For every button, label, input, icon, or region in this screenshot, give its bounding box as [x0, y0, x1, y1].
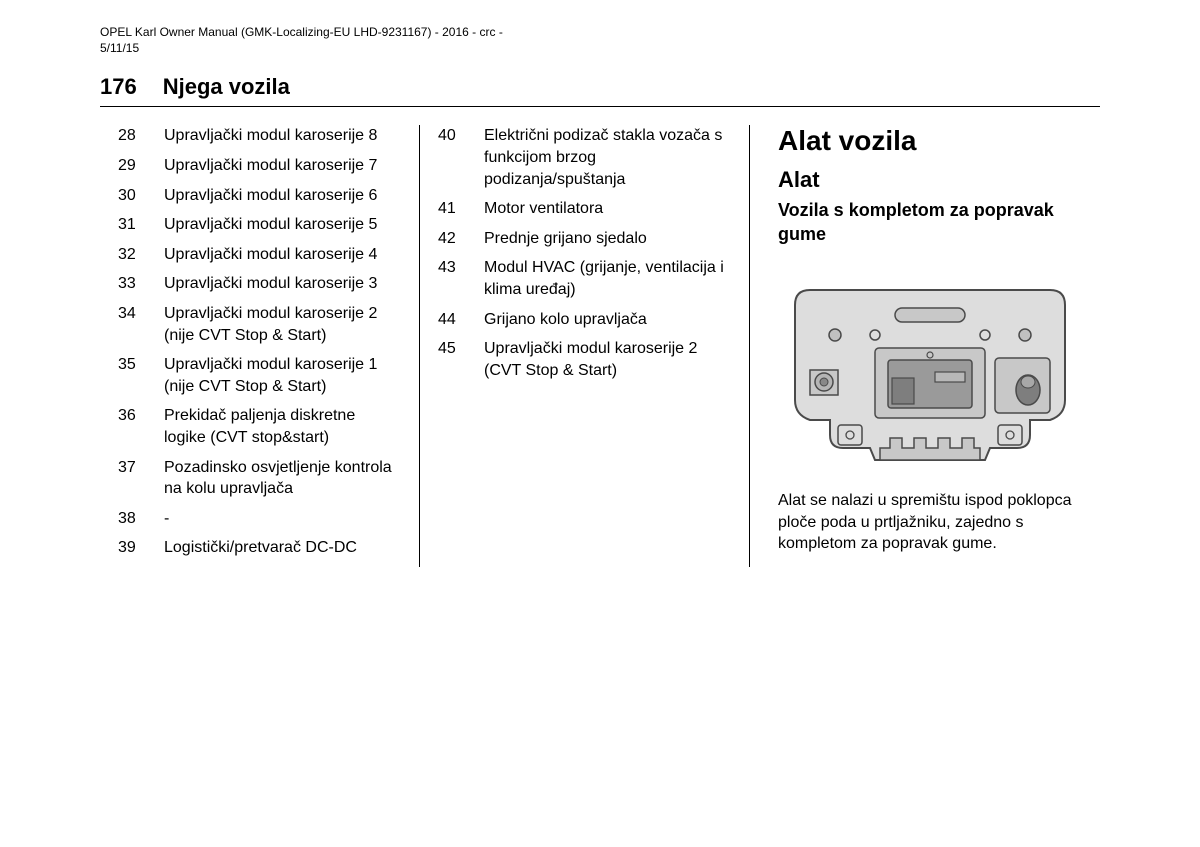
item-text: Grijano kolo upravljača: [484, 309, 731, 331]
tire-kit-illustration: [780, 260, 1080, 470]
document-meta: OPEL Karl Owner Manual (GMK-Localizing-E…: [100, 24, 1100, 56]
list-item: 37 Pozadinsko osvjetljenje kontrola na ko…: [118, 457, 401, 500]
item-text: Upravljački modul karoserije 7: [164, 155, 401, 177]
heading-2: Alat: [778, 167, 1082, 193]
item-number: 33: [118, 273, 146, 295]
item-number: 41: [438, 198, 466, 220]
meta-line-1: OPEL Karl Owner Manual (GMK-Localizing-E…: [100, 24, 1100, 40]
item-text: -: [164, 508, 401, 530]
list-item: 44 Grijano kolo upravljača: [438, 309, 731, 331]
item-number: 29: [118, 155, 146, 177]
list-item: 38-: [118, 508, 401, 530]
list-item: 36 Prekidač paljenja diskretne logike (CV…: [118, 405, 401, 448]
heading-3: Vozila s kompletom za popravak gume: [778, 199, 1082, 246]
column-1: 28 Upravljački modul karoserije 8 29 Upravl…: [100, 125, 420, 567]
list-item: 31 Upravljački modul karoserije 5: [118, 214, 401, 236]
item-number: 34: [118, 303, 146, 346]
item-text: Upravljački modul karoserije 6: [164, 185, 401, 207]
page-header: 176 Njega vozila: [100, 74, 1100, 107]
list-item: 35 Upravljački modul karoserije 1 (nije C…: [118, 354, 401, 397]
item-number: 40: [438, 125, 466, 190]
item-number: 31: [118, 214, 146, 236]
item-text: Upravljački modul karoserije 8: [164, 125, 401, 147]
item-text: Upravljački modul karoserije 2 (CVT Stop…: [484, 338, 731, 381]
meta-line-2: 5/11/15: [100, 40, 1100, 56]
page: OPEL Karl Owner Manual (GMK-Localizing-E…: [0, 0, 1200, 847]
item-number: 35: [118, 354, 146, 397]
section-title: Njega vozila: [163, 74, 290, 100]
list-item: 39 Logistički/pretvarač DC-DC: [118, 537, 401, 559]
list-item: 33 Upravljački modul karoserije 3: [118, 273, 401, 295]
item-number: 37: [118, 457, 146, 500]
item-number: 36: [118, 405, 146, 448]
item-text: Upravljački modul karoserije 1 (nije CVT…: [164, 354, 401, 397]
list-item: 45 Upravljački modul karoserije 2 (CVT St…: [438, 338, 731, 381]
item-text: Upravljački modul karoserije 3: [164, 273, 401, 295]
item-number: 38: [118, 508, 146, 530]
list-item: 40 Električni podizač stakla vozača s fun…: [438, 125, 731, 190]
list-item: 42 Prednje grijano sjedalo: [438, 228, 731, 250]
item-text: Modul HVAC (grijanje, ventilacija i klim…: [484, 257, 731, 300]
body-paragraph: Alat se nalazi u spremištu ispod poklopc…: [778, 490, 1082, 555]
item-number: 28: [118, 125, 146, 147]
item-text: Pozadinsko osvjetljenje kontrola na kolu…: [164, 457, 401, 500]
item-text: Logistički/pretvarač DC-DC: [164, 537, 401, 559]
item-number: 45: [438, 338, 466, 381]
list-item: 43 Modul HVAC (grijanje, ventilacija i kl…: [438, 257, 731, 300]
item-number: 43: [438, 257, 466, 300]
item-text: Upravljački modul karoserije 2 (nije CVT…: [164, 303, 401, 346]
heading-1: Alat vozila: [778, 125, 1082, 157]
item-number: 39: [118, 537, 146, 559]
item-number: 44: [438, 309, 466, 331]
list-item: 34 Upravljački modul karoserije 2 (nije C…: [118, 303, 401, 346]
item-text: Električni podizač stakla vozača s funkc…: [484, 125, 731, 190]
item-text: Prednje grijano sjedalo: [484, 228, 731, 250]
content-columns: 28 Upravljački modul karoserije 8 29 Upravl…: [100, 125, 1100, 567]
list-item: 41 Motor ventilatora: [438, 198, 731, 220]
item-number: 32: [118, 244, 146, 266]
item-number: 42: [438, 228, 466, 250]
item-text: Prekidač paljenja diskretne logike (CVT …: [164, 405, 401, 448]
item-text: Upravljački modul karoserije 4: [164, 244, 401, 266]
list-item: 30 Upravljački modul karoserije 6: [118, 185, 401, 207]
list-item: 28 Upravljački modul karoserije 8: [118, 125, 401, 147]
list-item: 32 Upravljački modul karoserije 4: [118, 244, 401, 266]
left-knob: [810, 370, 838, 395]
illustration-container: [778, 260, 1082, 470]
column-3: Alat vozila Alat Vozila s kompletom za p…: [750, 125, 1100, 567]
item-number: 30: [118, 185, 146, 207]
item-text: Motor ventilatora: [484, 198, 731, 220]
column-2: 40 Električni podizač stakla vozača s fun…: [420, 125, 750, 567]
page-number: 176: [100, 74, 137, 100]
item-text: Upravljački modul karoserije 5: [164, 214, 401, 236]
list-item: 29 Upravljački modul karoserije 7: [118, 155, 401, 177]
